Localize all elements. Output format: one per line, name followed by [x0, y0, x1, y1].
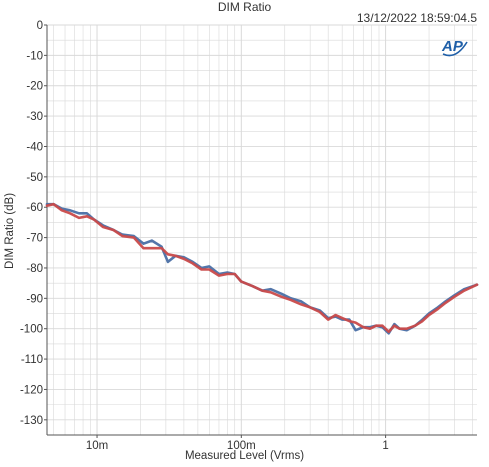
timestamp: 13/12/2022 18:59:04.5: [356, 11, 477, 25]
y-tick-label: -20: [26, 81, 43, 93]
chart-title: DIM Ratio: [217, 0, 272, 14]
y-tick-label: -10: [26, 50, 43, 62]
x-axis-label: Measured Level (Vrms): [184, 450, 305, 462]
y-tick-label: -60: [26, 202, 43, 214]
y-tick-label: -100: [20, 324, 43, 336]
ap-logo-text: AP: [442, 38, 463, 55]
x-tick-label: 100m: [227, 440, 256, 452]
ap-logo: AP: [442, 38, 470, 58]
y-tick-label: -130: [20, 415, 43, 427]
y-tick-label: 0: [37, 20, 43, 32]
y-tick-label: -30: [26, 111, 43, 123]
y-tick-label: -50: [26, 172, 43, 184]
ap-logo-swoosh: [442, 41, 468, 57]
y-tick-label: -120: [20, 384, 43, 396]
x-tick-label: 10m: [86, 440, 108, 452]
y-tick-label: -110: [21, 354, 43, 366]
plot-background: [47, 25, 477, 435]
y-tick-label: -40: [26, 141, 43, 153]
x-tick-label: 1: [382, 440, 388, 452]
y-tick-label: -80: [26, 263, 43, 275]
y-tick-label: -70: [26, 233, 43, 245]
ap-logo-swoosh-icon: [442, 41, 468, 57]
series-line-2: [45, 202, 479, 334]
y-tick-label: -90: [26, 293, 43, 305]
